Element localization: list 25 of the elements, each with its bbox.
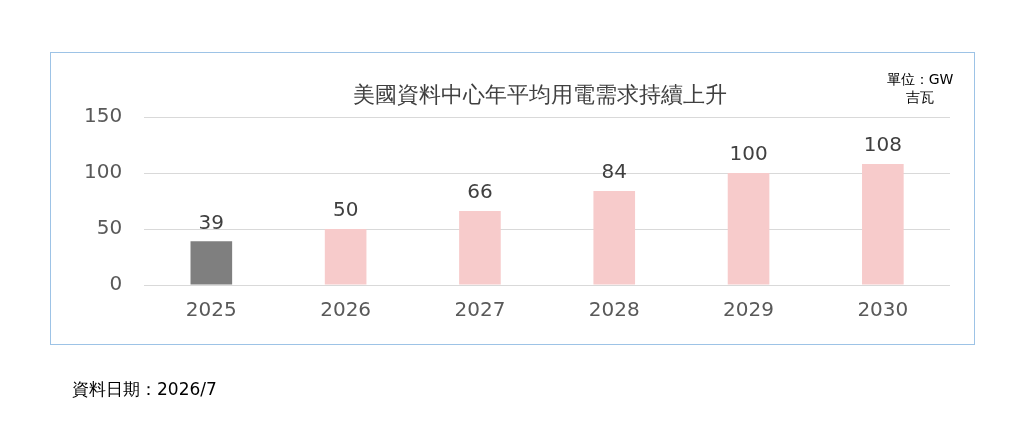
data-label: 39 bbox=[198, 209, 225, 234]
data-label: 108 bbox=[863, 132, 902, 157]
bar bbox=[324, 229, 367, 285]
data-label: 100 bbox=[729, 141, 768, 166]
y-axis-title: 單位：GW吉瓦 bbox=[885, 70, 955, 106]
bar bbox=[862, 164, 904, 285]
x-tick-label: 2030 bbox=[857, 297, 909, 322]
y-tick-label: 50 bbox=[96, 215, 123, 240]
chart-title: 美國資料中心年平均用電需求持續上升 bbox=[353, 82, 727, 107]
y-tick-label: 150 bbox=[83, 103, 123, 128]
data-label: 84 bbox=[601, 159, 627, 184]
text: 資料日期：2026/7 bbox=[72, 378, 217, 401]
x-tick-label: 2026 bbox=[320, 297, 372, 322]
x-tick-label: 2029 bbox=[723, 297, 774, 322]
y-tick-label: 100 bbox=[83, 159, 123, 184]
x-tick-label: 2028 bbox=[588, 297, 640, 322]
data-label: 50 bbox=[332, 197, 359, 222]
data-label: 66 bbox=[467, 179, 493, 204]
y-tick-label: 0 bbox=[109, 271, 123, 296]
x-tick-label: 2025 bbox=[185, 297, 237, 322]
bar bbox=[727, 173, 770, 285]
bar bbox=[190, 241, 233, 285]
x-tick-label: 2027 bbox=[454, 297, 506, 322]
bar bbox=[459, 211, 501, 285]
bar bbox=[593, 190, 636, 285]
